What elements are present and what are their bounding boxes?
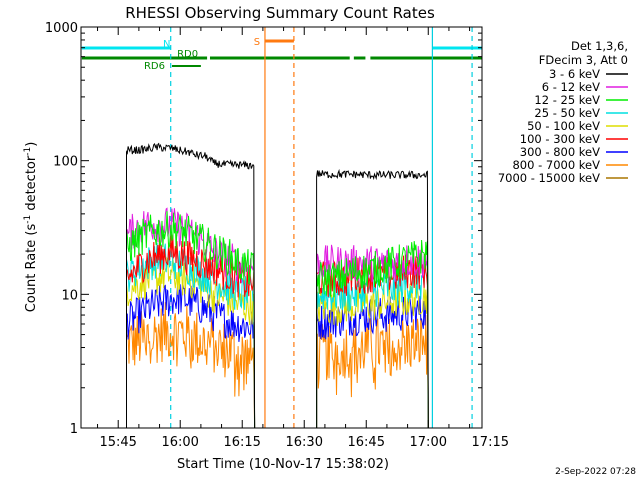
y-axis-label-main: Count Rate (s — [24, 224, 39, 313]
legend-label: 100 - 300 keV — [520, 132, 600, 146]
time-markers — [170, 27, 473, 428]
x-tick-label: 16:45 — [348, 435, 385, 450]
legend-label: 50 - 100 keV — [527, 119, 600, 133]
y-axis-label-end: ) — [24, 142, 39, 147]
legend-label: 3 - 6 keV — [549, 67, 600, 81]
series-line — [126, 256, 256, 429]
x-axis: 15:45 16:00 16:15 16:30 16:45 17:00 17:15 — [97, 27, 509, 450]
series-line — [316, 253, 429, 429]
chart-title: RHESSI Observing Summary Count Rates — [125, 4, 435, 22]
y-tick-label: 1000 — [45, 21, 78, 36]
state-bar-label: N — [163, 39, 170, 50]
legend-label: 6 - 12 keV — [542, 80, 600, 94]
x-tick-label: 16:00 — [161, 435, 198, 450]
legend-label: 12 - 25 keV — [534, 93, 600, 107]
series-line — [316, 239, 429, 429]
series-line — [126, 302, 256, 429]
plot-frame — [80, 26, 483, 429]
x-axis-label: Start Time (10-Nov-17 15:38:02) — [177, 457, 389, 472]
x-tick-label: 17:15 — [472, 435, 509, 450]
attenuator-state-bars: N RD0 RD6 S — [81, 37, 482, 72]
y-tick-label: 10 — [61, 288, 78, 303]
series-line — [126, 142, 256, 429]
series-line — [316, 314, 429, 429]
y-tick-label: 1 — [70, 422, 78, 437]
legend-label: 300 - 800 keV — [520, 145, 600, 159]
x-tick-label: 15:45 — [99, 435, 136, 450]
y-axis-label: Count Rate (s-1 detector-1) — [23, 142, 39, 313]
series-line — [126, 234, 256, 429]
state-bar-label: RD6 — [144, 61, 165, 72]
series-line — [316, 280, 429, 429]
x-tick-label: 16:30 — [286, 435, 323, 450]
legend-label: 25 - 50 keV — [534, 106, 600, 120]
legend-header-2: FDecim 3, Att 0 — [539, 53, 628, 67]
state-bar-label: S — [254, 37, 260, 48]
y-axis-label-mid: detector — [24, 155, 39, 215]
series-lines — [126, 142, 429, 429]
x-tick-label: 17:00 — [410, 435, 447, 450]
y-axis-label-sup1: -1 — [23, 215, 33, 224]
legend-header-1: Det 1,3,6, — [571, 39, 628, 53]
series-line — [126, 211, 256, 429]
series-line — [316, 168, 429, 429]
y-tick-label: 100 — [53, 155, 78, 170]
y-axis: 1 10 100 1000 — [45, 21, 482, 437]
state-bar-label: RD0 — [177, 49, 198, 60]
legend-label: 7000 - 15000 keV — [498, 171, 600, 185]
legend-label: 800 - 7000 keV — [512, 158, 600, 172]
y-axis-label-sup2: -1 — [23, 147, 33, 156]
footer-date: 2-Sep-2022 07:28 — [555, 467, 636, 477]
x-tick-label: 16:15 — [223, 435, 260, 450]
